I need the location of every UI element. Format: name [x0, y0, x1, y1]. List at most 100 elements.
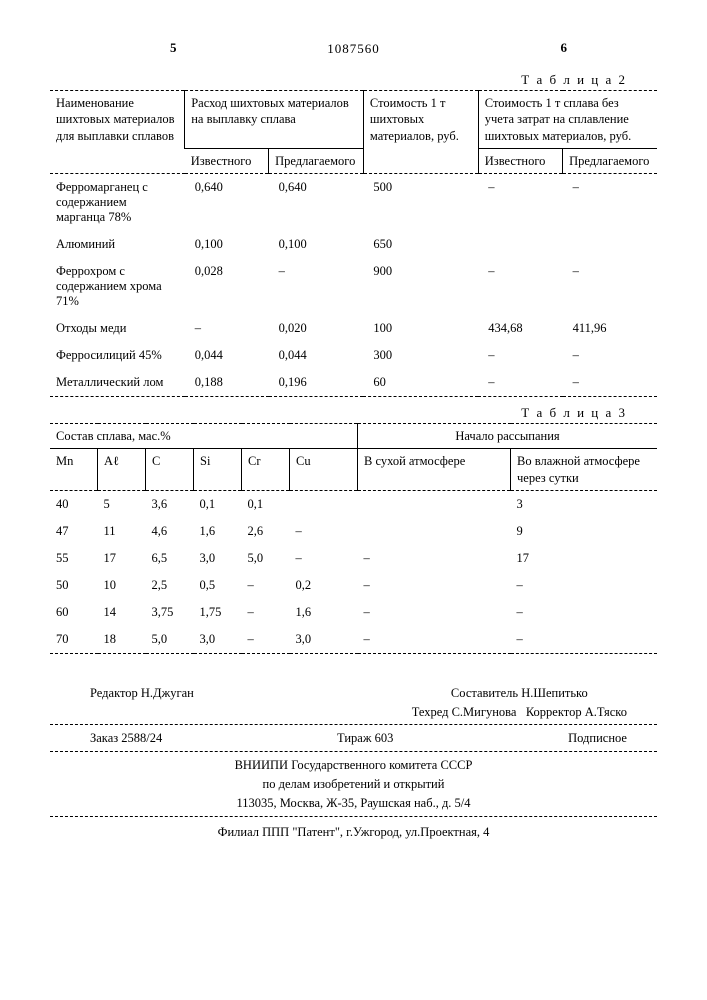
- cell-cu: 1,6: [290, 599, 358, 626]
- cell-wet: 3: [511, 490, 658, 518]
- t2-body: Ферромарганец с содержанием марганца 78%…: [50, 174, 657, 397]
- cell-name: Ферромарганец с содержанием марганца 78%: [50, 174, 185, 232]
- cell-cr: 5,0: [242, 545, 290, 572]
- cell-wet: 9: [511, 518, 658, 545]
- t3-h-al: Aℓ: [98, 449, 146, 491]
- cell-c1: –: [478, 258, 562, 315]
- footer-compiler: Составитель Н.Шепитько: [451, 686, 588, 700]
- cell-c2: –: [563, 258, 657, 315]
- cell-c2: –: [563, 174, 657, 232]
- cell-c: 5,0: [146, 626, 194, 654]
- t3-h-wet: Во влажной атмосфере через сутки: [511, 449, 658, 491]
- cell-cu: [290, 490, 358, 518]
- footer-org1: ВНИИПИ Государственного комитета СССР: [235, 758, 473, 772]
- cell-cr: 0,1: [242, 490, 290, 518]
- cell-si: 3,0: [194, 626, 242, 654]
- cell-a: 0,044: [185, 342, 269, 369]
- footer-order: Заказ 2588/24: [90, 729, 162, 748]
- cell-al: 10: [98, 572, 146, 599]
- cell-mn: 47: [50, 518, 98, 545]
- cell-dry: –: [358, 572, 511, 599]
- cell-si: 3,0: [194, 545, 242, 572]
- cell-al: 5: [98, 490, 146, 518]
- table-row: Ферросилиций 45%0,0440,044300––: [50, 342, 657, 369]
- cell-si: 1,75: [194, 599, 242, 626]
- t2-h-col3: Стоимость 1 т шихтовых материалов, руб.: [363, 91, 478, 174]
- cell-cu: 0,2: [290, 572, 358, 599]
- cell-al: 18: [98, 626, 146, 654]
- cell-b: 0,196: [269, 369, 364, 397]
- cell-cu: 3,0: [290, 626, 358, 654]
- cell-a: 0,640: [185, 174, 269, 232]
- cell-dry: –: [358, 599, 511, 626]
- table2-caption: Т а б л и ц а 2: [50, 72, 627, 88]
- cell-si: 0,5: [194, 572, 242, 599]
- cell-c2: –: [563, 369, 657, 397]
- cell-b: 0,044: [269, 342, 364, 369]
- table-row: 55176,53,05,0––17: [50, 545, 657, 572]
- t3-h-dry: В сухой атмосфере: [358, 449, 511, 491]
- table-row: 4053,60,10,13: [50, 490, 657, 518]
- cell-a: 0,188: [185, 369, 269, 397]
- cell-cost: 650: [363, 231, 478, 258]
- footer-techred: Техред С.Мигунова: [412, 705, 517, 719]
- cell-cost: 500: [363, 174, 478, 232]
- cell-cost: 100: [363, 315, 478, 342]
- cell-mn: 70: [50, 626, 98, 654]
- cell-name: Отходы меди: [50, 315, 185, 342]
- cell-c: 4,6: [146, 518, 194, 545]
- cell-dry: [358, 518, 511, 545]
- footer-org2: по делам изобретений и открытий: [263, 777, 445, 791]
- t3-body: 4053,60,10,1347114,61,62,6–955176,53,05,…: [50, 490, 657, 653]
- cell-si: 0,1: [194, 490, 242, 518]
- cell-c: 3,75: [146, 599, 194, 626]
- cell-wet: –: [511, 626, 658, 654]
- t3-h-si: Si: [194, 449, 242, 491]
- cell-b: –: [269, 258, 364, 315]
- cell-mn: 55: [50, 545, 98, 572]
- table-row: Отходы меди–0,020100434,68411,96: [50, 315, 657, 342]
- footer-filial: Филиал ППП "Патент", г.Ужгород, ул.Проек…: [50, 823, 657, 842]
- t3-h-c: C: [146, 449, 194, 491]
- table3: Состав сплава, мас.% Начало рассыпания M…: [50, 423, 657, 654]
- footer-addr1: 113035, Москва, Ж-35, Раушская наб., д. …: [236, 796, 470, 810]
- cell-al: 11: [98, 518, 146, 545]
- t3-h-cu: Cu: [290, 449, 358, 491]
- cell-al: 14: [98, 599, 146, 626]
- cell-wet: –: [511, 572, 658, 599]
- t3-h-cr: Cr: [242, 449, 290, 491]
- footer-editor: Редактор Н.Джуган: [90, 684, 194, 722]
- t2-h-col1: Наименование шихтовых материалов для вып…: [50, 91, 185, 174]
- cell-c2: 411,96: [563, 315, 657, 342]
- footer-corrector: Корректор А.Тяско: [526, 705, 627, 719]
- cell-b: 0,020: [269, 315, 364, 342]
- cell-mn: 60: [50, 599, 98, 626]
- cell-cr: 2,6: [242, 518, 290, 545]
- cell-c1: –: [478, 369, 562, 397]
- page-marker-left: 5: [170, 40, 177, 56]
- cell-c2: –: [563, 342, 657, 369]
- cell-si: 1,6: [194, 518, 242, 545]
- cell-name: Ферросилиций 45%: [50, 342, 185, 369]
- page-marker-right: 6: [561, 40, 568, 56]
- cell-c1: 434,68: [478, 315, 562, 342]
- cell-dry: –: [358, 545, 511, 572]
- cell-c1: –: [478, 174, 562, 232]
- t2-h-col4b: Предлагаемого: [563, 148, 657, 173]
- cell-a: 0,028: [185, 258, 269, 315]
- cell-cu: –: [290, 518, 358, 545]
- cell-c: 3,6: [146, 490, 194, 518]
- table-row: Металлический лом0,1880,19660––: [50, 369, 657, 397]
- footer-podpisnoe: Подписное: [568, 729, 627, 748]
- cell-c: 2,5: [146, 572, 194, 599]
- table3-caption: Т а б л и ц а 3: [50, 405, 627, 421]
- table-row: 60143,751,75–1,6––: [50, 599, 657, 626]
- table-row: 50102,50,5–0,2––: [50, 572, 657, 599]
- cell-cost: 60: [363, 369, 478, 397]
- footer: Редактор Н.Джуган Составитель Н.Шепитько…: [50, 684, 657, 842]
- table2: Наименование шихтовых материалов для вып…: [50, 90, 657, 397]
- cell-c1: [478, 231, 562, 258]
- cell-b: 0,640: [269, 174, 364, 232]
- cell-wet: 17: [511, 545, 658, 572]
- cell-cr: –: [242, 599, 290, 626]
